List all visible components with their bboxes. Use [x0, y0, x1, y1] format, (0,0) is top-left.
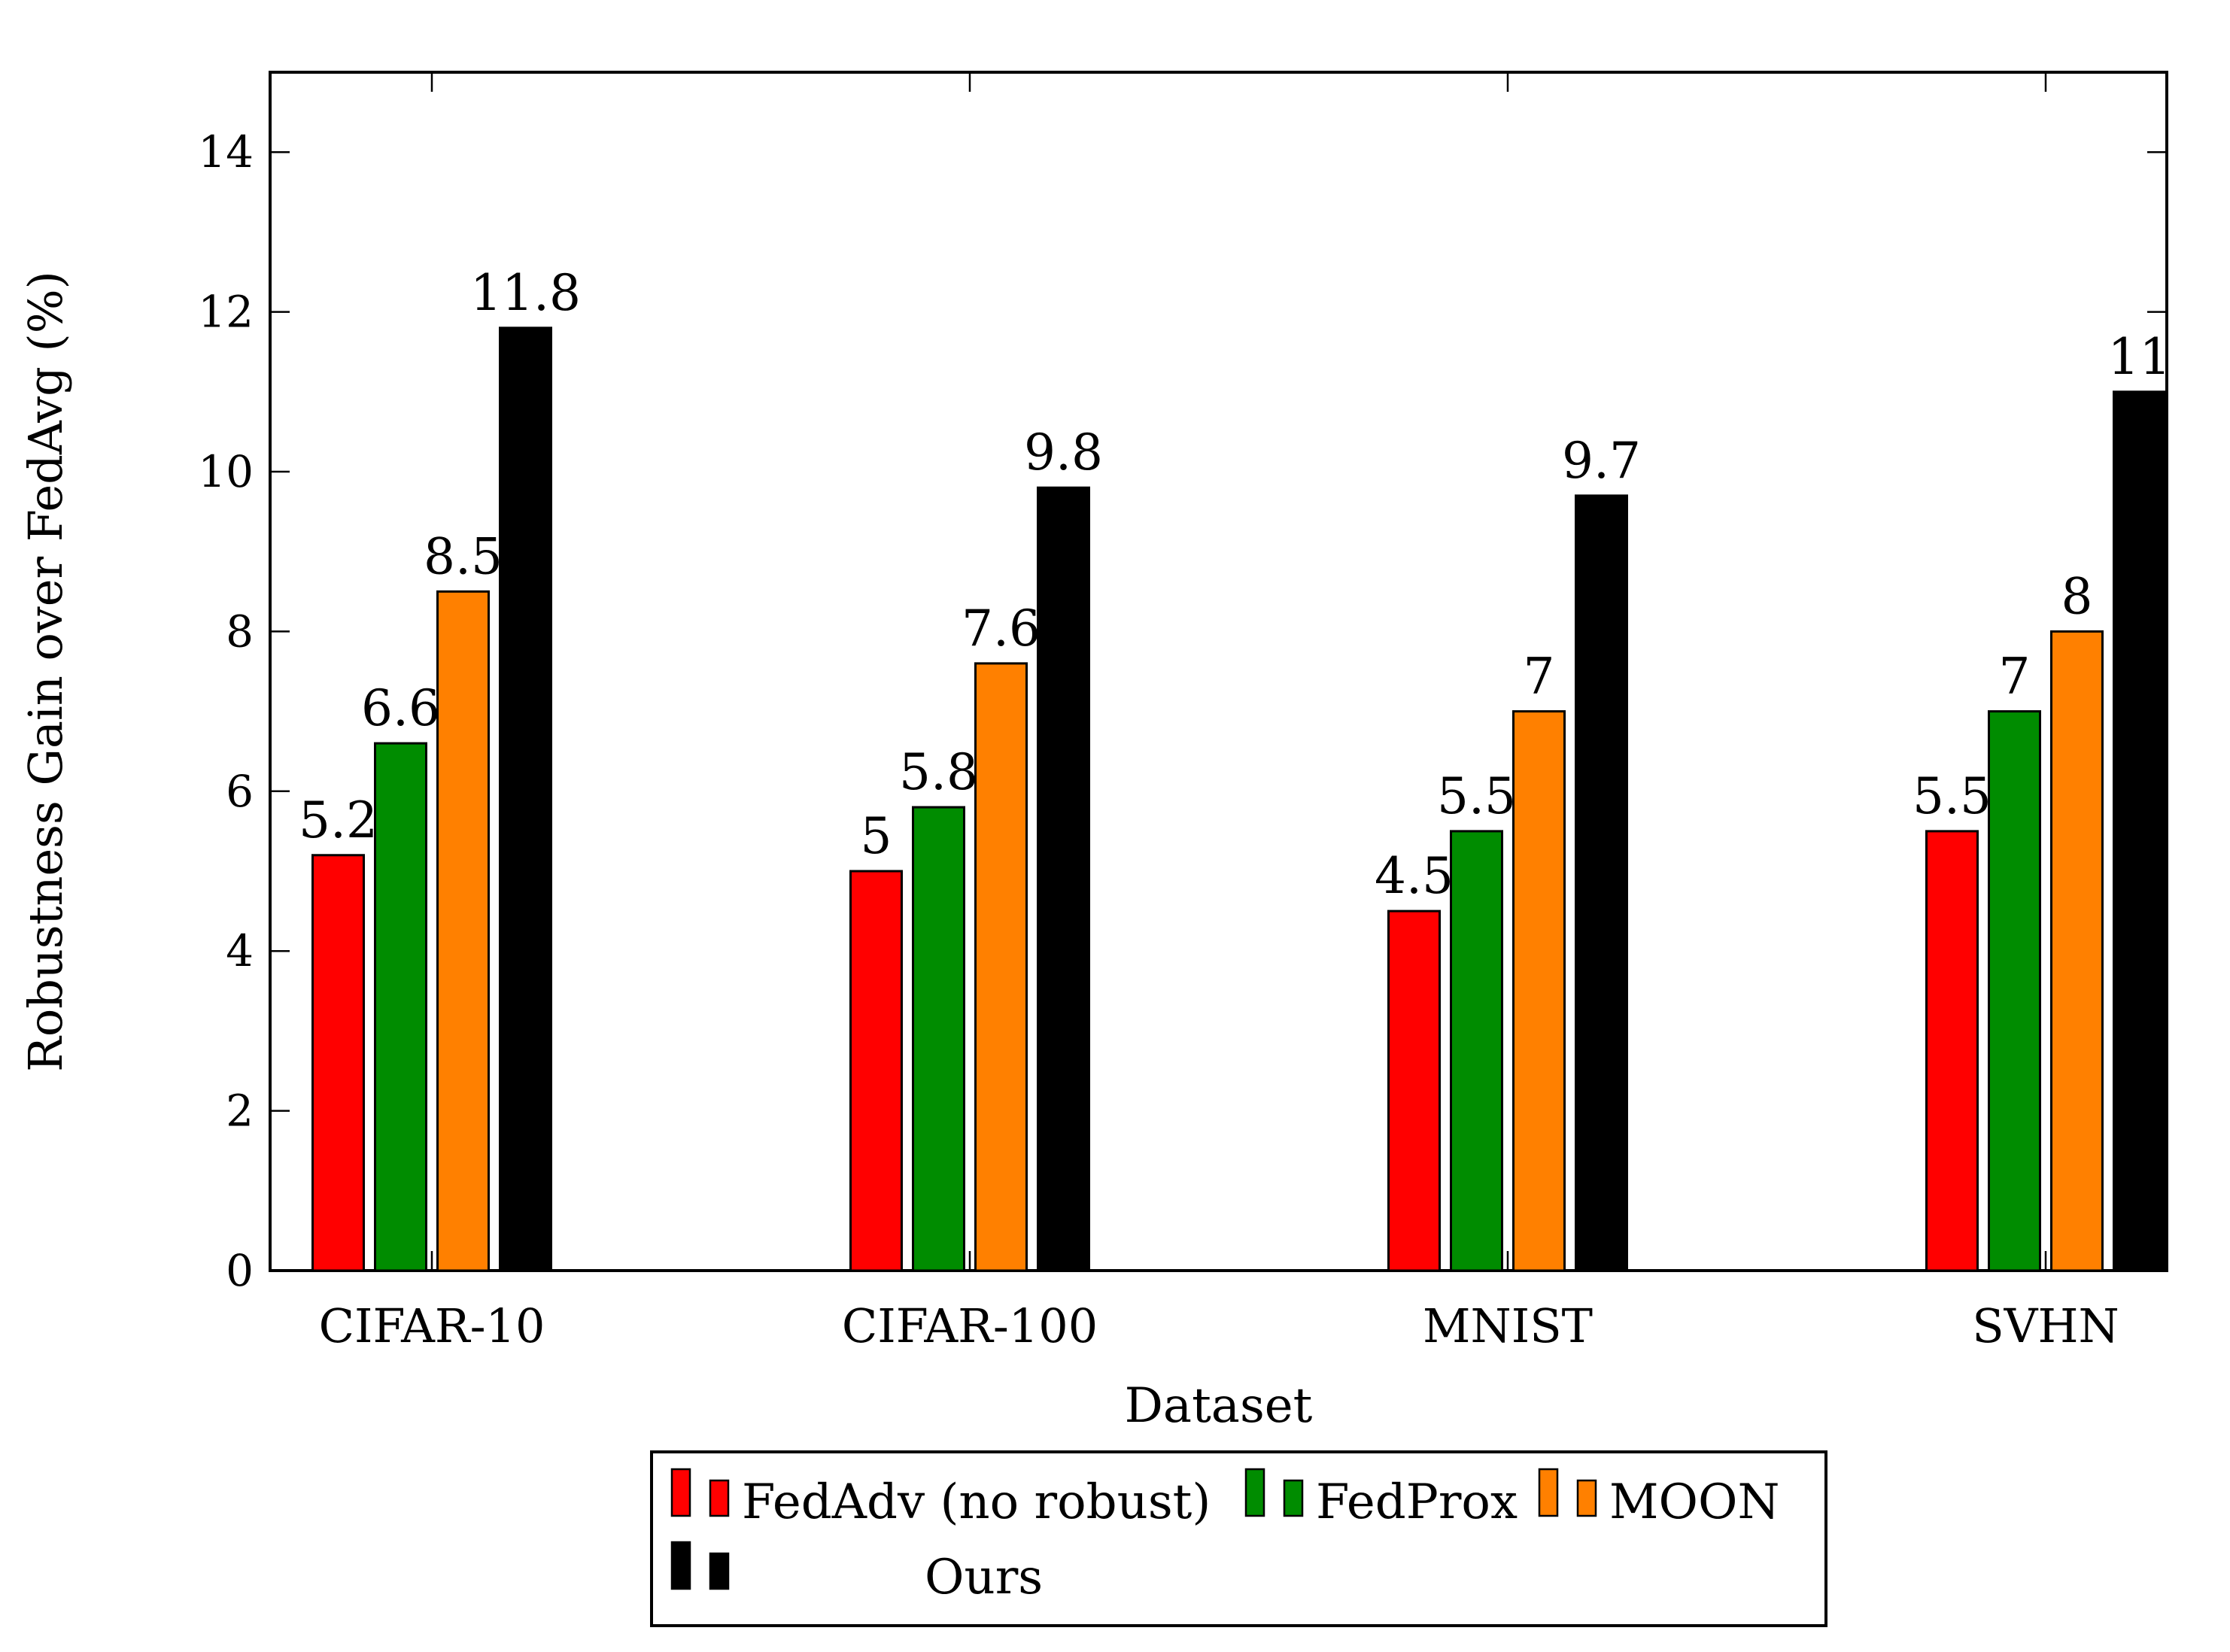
- legend-box: [650, 1450, 1827, 1627]
- x-tick-label: CIFAR-100: [842, 1298, 1098, 1353]
- legend-label-fedadv-no-robust-: FedAdv (no robust): [742, 1474, 1211, 1530]
- bars-layer: [311, 326, 2166, 1272]
- x-axis-title: Dataset: [1125, 1378, 1313, 1434]
- bar-fedadv-no-robust--cifar-100: [849, 870, 903, 1272]
- x-tick-label: SVHN: [1972, 1298, 2119, 1353]
- bar-fedadv-no-robust--svhn: [1925, 830, 1979, 1272]
- bar-ours-cifar-100: [1037, 486, 1090, 1272]
- data-label: 5.5: [1437, 767, 1516, 825]
- data-label: 5.8: [899, 743, 978, 801]
- axes-layer: 0 2 4 6 8 10 12 14 CIFAR-10 CIFAR-100 MNIST SVHN Dat…: [18, 71, 2168, 1434]
- data-label: 6.6: [361, 679, 440, 737]
- data-label: 9.8: [1024, 424, 1103, 481]
- data-label: 4.5: [1375, 847, 1454, 905]
- bar-fedprox-mnist: [1450, 830, 1503, 1272]
- y-tick-label: 2: [226, 1086, 254, 1137]
- y-tick-label: 8: [226, 606, 254, 657]
- bar-ours-mnist: [1575, 494, 1628, 1272]
- legend-label-moon: MOON: [1609, 1474, 1779, 1530]
- data-label: 7: [1999, 648, 2031, 706]
- data-label: 5: [861, 807, 892, 865]
- y-tick-label: 0: [226, 1245, 254, 1296]
- legend: FedAdv (no robust) FedProx MOON Ours: [650, 1450, 1827, 1627]
- legend-swatch-fedprox-b: [1283, 1479, 1304, 1517]
- y-tick-label: 10: [198, 446, 254, 497]
- y-tick-label: 6: [226, 766, 254, 817]
- bar-moon-cifar-10: [436, 590, 490, 1272]
- bar-ours-cifar-10: [499, 326, 552, 1272]
- bar-fedadv-no-robust--cifar-10: [311, 854, 365, 1272]
- data-label: 11.8: [470, 264, 581, 322]
- data-label: 8: [2061, 567, 2093, 625]
- bar-ours-svhn: [2113, 390, 2166, 1272]
- legend-swatch-fedadv-no-robust-: [670, 1468, 691, 1517]
- plot-frame: [269, 71, 2168, 1272]
- bar-moon-mnist: [1512, 710, 1566, 1272]
- legend-swatch-moon-b: [1576, 1479, 1597, 1517]
- legend-swatch-ours-b: [709, 1552, 730, 1590]
- data-label: 11: [2108, 328, 2171, 386]
- x-tick-label: CIFAR-10: [319, 1298, 545, 1353]
- y-axis-title: Robustness Gain over FedAvg (%): [18, 271, 73, 1072]
- x-tick-label: MNIST: [1423, 1298, 1593, 1353]
- y-tick-label: 14: [198, 126, 254, 178]
- legend-swatch-ours: [670, 1541, 691, 1590]
- legend-swatch-fedprox: [1244, 1468, 1265, 1517]
- legend-label-fedprox: FedProx: [1316, 1474, 1518, 1530]
- data-label: 7.6: [962, 600, 1041, 657]
- bar-fedprox-cifar-10: [374, 742, 427, 1272]
- data-label: 5.2: [299, 791, 378, 849]
- data-label: 7: [1524, 648, 1555, 706]
- bar-moon-cifar-100: [974, 662, 1028, 1272]
- data-label: 9.7: [1562, 432, 1641, 490]
- legend-label-ours: Ours: [925, 1550, 1043, 1605]
- legend-swatch-fedadv-no-robust--b: [709, 1479, 730, 1517]
- data-label: 5.5: [1913, 767, 1992, 825]
- bar-fedprox-svhn: [1988, 710, 2041, 1272]
- bar-moon-svhn: [2050, 630, 2104, 1272]
- legend-swatch-moon: [1538, 1468, 1559, 1517]
- bar-fedprox-cifar-100: [912, 806, 965, 1272]
- y-tick-label: 4: [226, 925, 254, 976]
- data-label: 8.5: [424, 527, 503, 585]
- bar-fedadv-no-robust--mnist: [1387, 910, 1441, 1272]
- y-tick-label: 12: [198, 287, 254, 338]
